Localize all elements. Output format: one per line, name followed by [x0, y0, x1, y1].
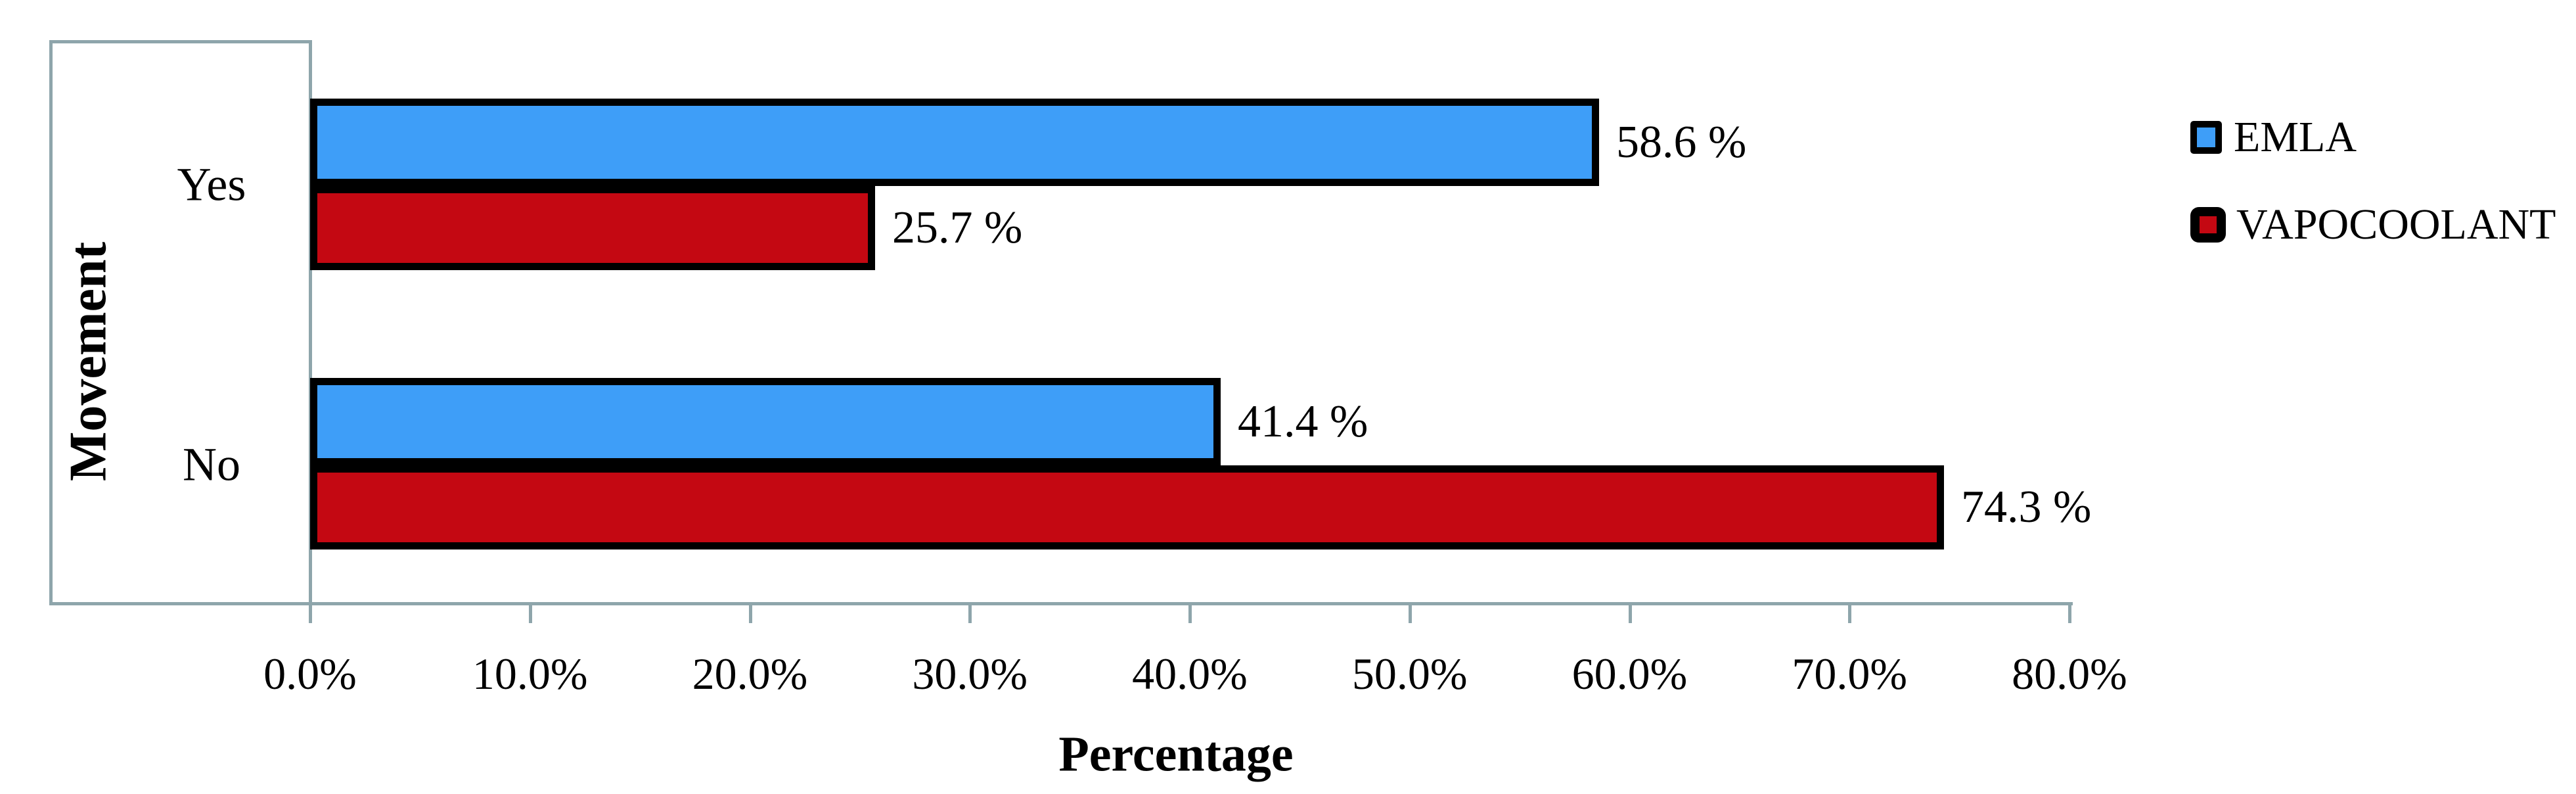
legend-swatch-emla [2190, 121, 2222, 154]
bar-value-label: 74.3 % [1961, 482, 2092, 532]
x-axis-tick [748, 605, 752, 623]
bar-vapocoolant-yes [310, 186, 875, 270]
category-label-no: No [183, 438, 240, 491]
x-axis-tick-label: 30.0% [912, 649, 1028, 699]
x-axis-tick [968, 605, 972, 623]
x-axis-tick [2068, 605, 2071, 623]
x-axis-line [49, 602, 2073, 605]
bar-emla-yes [310, 99, 1599, 186]
x-axis-tick [1188, 605, 1192, 623]
x-axis-tick-label: 70.0% [1792, 649, 1908, 699]
x-axis-tick-label: 80.0% [2012, 649, 2127, 699]
category-box-top-line [49, 40, 312, 43]
bar-emla-no [310, 378, 1221, 465]
x-axis-title: Percentage [1058, 726, 1294, 782]
bar-vapocoolant-no [310, 465, 1944, 549]
legend-item-emla: EMLA [2190, 112, 2357, 162]
x-axis-tick-label: 0.0% [263, 649, 357, 699]
x-axis-tick [1408, 605, 1412, 623]
x-axis-tick-label: 20.0% [692, 649, 808, 699]
legend-item-vapocoolant: VAPOCOOLANT [2190, 200, 2556, 250]
legend-swatch-vapocoolant [2190, 207, 2226, 243]
x-axis-tick-label: 50.0% [1351, 649, 1468, 699]
x-axis-tick-label: 60.0% [1571, 649, 1688, 699]
x-axis-tick-label: 10.0% [472, 649, 588, 699]
bar-value-label: 25.7 % [892, 202, 1023, 253]
x-axis-tick-label: 40.0% [1132, 649, 1248, 699]
y-axis-line [309, 40, 312, 623]
x-axis-tick [1628, 605, 1632, 623]
y-axis-title: Movement [59, 241, 118, 482]
legend-label: VAPOCOOLANT [2236, 200, 2556, 248]
x-axis-tick [309, 605, 312, 623]
x-axis-tick [528, 605, 532, 623]
bar-value-label: 41.4 % [1238, 396, 1368, 447]
category-box-left-line [49, 40, 53, 605]
legend-label: EMLA [2234, 113, 2357, 161]
category-label-yes: Yes [177, 158, 246, 211]
x-axis-tick [1848, 605, 1852, 623]
bar-value-label: 58.6 % [1616, 116, 1747, 168]
